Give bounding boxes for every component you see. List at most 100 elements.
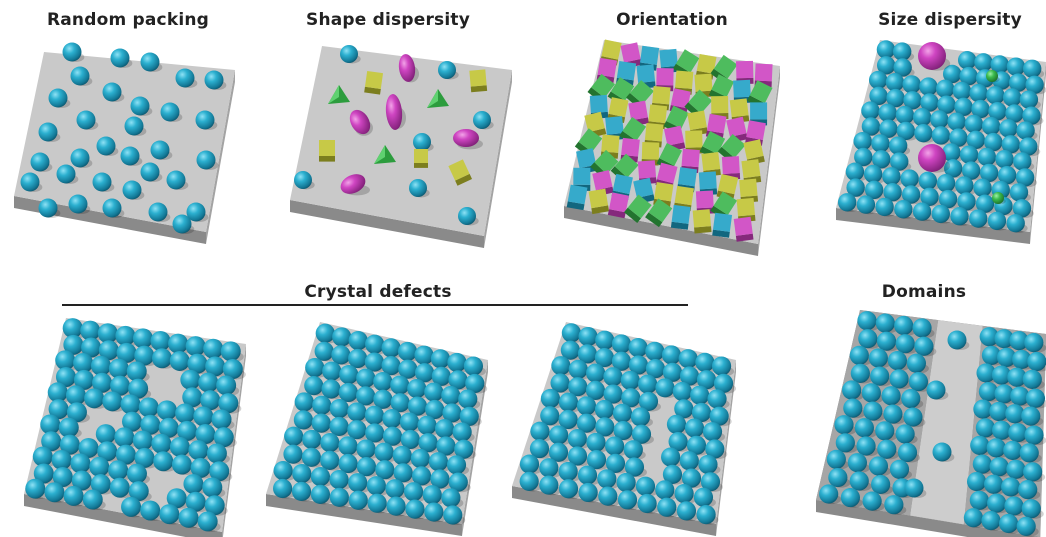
sphere (185, 491, 206, 512)
plate-right-side (716, 360, 736, 536)
sphere (463, 356, 484, 376)
sphere (204, 495, 225, 516)
sphere (338, 436, 358, 456)
sphere (56, 164, 76, 184)
sphere (70, 66, 90, 86)
sphere (837, 193, 857, 212)
sphere (381, 356, 401, 376)
sphere (410, 448, 430, 469)
sphere (428, 452, 449, 472)
sphere (1006, 213, 1025, 233)
sphere (560, 340, 580, 360)
sphere (959, 145, 979, 164)
sphere (1021, 499, 1041, 519)
sphere (70, 148, 90, 168)
sphere (595, 330, 615, 350)
sphere (63, 485, 84, 506)
panel-crystal-defects-grain-boundary (512, 322, 737, 536)
sphere (876, 40, 896, 59)
sphere (454, 439, 474, 459)
sphere (134, 345, 155, 366)
sphere (413, 133, 431, 151)
sphere (1010, 386, 1030, 406)
sphere (130, 96, 150, 116)
sphere (407, 396, 428, 416)
sphere (73, 352, 94, 373)
sphere (97, 323, 118, 344)
sphere (1019, 90, 1039, 109)
sphere (666, 414, 687, 434)
sphere (365, 334, 385, 354)
sphere (549, 425, 569, 445)
sphere (312, 395, 332, 415)
sphere (458, 389, 478, 409)
sphere (331, 345, 351, 365)
sphere (422, 485, 442, 505)
sphere (122, 180, 142, 200)
sphere (447, 352, 467, 373)
sphere (329, 398, 349, 419)
sphere (386, 496, 406, 516)
sphere (153, 451, 174, 472)
sphere (989, 457, 1009, 477)
sphere (40, 414, 61, 435)
sphere (981, 511, 1001, 531)
sphere (1022, 106, 1041, 125)
sphere (409, 179, 427, 197)
sphere (411, 466, 432, 486)
sphere (861, 101, 880, 120)
sphere (385, 479, 405, 499)
cube (448, 159, 472, 186)
sphere (70, 453, 91, 474)
sphere (981, 345, 1002, 365)
sphere (876, 56, 896, 75)
sphere (48, 88, 68, 108)
sphere (364, 405, 384, 425)
sphere (888, 136, 908, 155)
sphere (876, 331, 897, 351)
sphere (693, 487, 714, 507)
sphere (121, 496, 142, 517)
sphere (994, 384, 1014, 404)
sphere (912, 318, 932, 338)
plate-right-side (1030, 62, 1046, 244)
sphere (320, 433, 340, 453)
cube (588, 188, 610, 215)
sphere (365, 423, 385, 443)
sphere (902, 75, 921, 94)
sphere (550, 373, 570, 393)
sphere (918, 171, 938, 191)
sphere (116, 342, 137, 363)
sphere (159, 504, 180, 525)
sphere (339, 364, 359, 385)
sphere (861, 383, 881, 403)
sphere (436, 436, 456, 456)
small-sphere (986, 70, 998, 82)
sphere (872, 150, 891, 169)
sphere (947, 330, 967, 350)
sphere (713, 373, 734, 393)
sphere (340, 45, 358, 63)
sphere (561, 323, 581, 343)
ellipsoid (398, 54, 416, 82)
sphere (576, 413, 597, 433)
sphere (329, 416, 349, 437)
sphere (301, 447, 321, 467)
panel-crystal-defects-vacancies (24, 318, 246, 537)
sphere (399, 412, 420, 432)
sphere (897, 442, 918, 463)
sphere (875, 421, 895, 441)
plate-front-side (266, 494, 462, 536)
sphere (1009, 183, 1029, 202)
sphere (920, 93, 939, 112)
sphere (62, 318, 83, 339)
sphere (465, 373, 485, 394)
sphere (132, 328, 153, 349)
sphere (959, 66, 978, 86)
sphere (638, 374, 658, 394)
sphere (1024, 332, 1044, 353)
sphere (122, 411, 143, 432)
title-orientation: Orientation (616, 10, 728, 30)
sphere (446, 455, 467, 475)
